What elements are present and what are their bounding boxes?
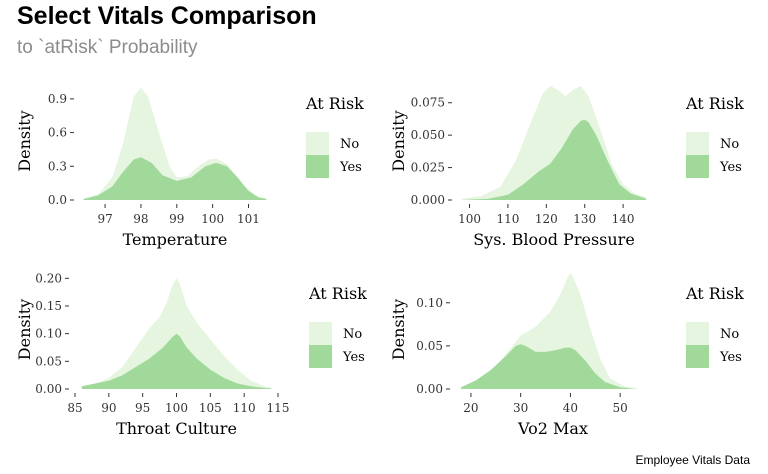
y-tick-label: 0.10 xyxy=(416,296,443,310)
x-tick-label: 40 xyxy=(563,401,578,415)
x-tick-label: 30 xyxy=(513,401,528,415)
x-tick-label: 100 xyxy=(201,212,224,226)
legend-title: At Risk xyxy=(308,284,367,303)
y-tick-label: 0.0 xyxy=(48,193,67,207)
legend-label-no: No xyxy=(720,327,739,342)
y-tick-label: 0.050 xyxy=(411,128,445,142)
legend-key-no xyxy=(686,322,709,345)
x-tick-label: 100 xyxy=(165,401,188,415)
legend-label-no: No xyxy=(720,137,739,152)
chart-subtitle: to `atRisk` Probability xyxy=(17,37,198,58)
legend-label-yes: Yes xyxy=(342,350,365,365)
y-tick-label: 0.025 xyxy=(411,161,445,175)
x-tick-label: 20 xyxy=(463,401,478,415)
x-tick-label: 98 xyxy=(133,212,148,226)
legend-key-yes xyxy=(686,345,709,368)
legend: At Risk No Yes xyxy=(685,94,744,178)
x-tick-label: 95 xyxy=(135,401,150,415)
y-tick-label: 0.075 xyxy=(411,96,445,110)
density-area-yes xyxy=(461,119,647,200)
y-axis-title: Density xyxy=(15,110,34,171)
legend-title: At Risk xyxy=(305,94,364,113)
legend-key-yes xyxy=(309,345,332,368)
legend-label-yes: Yes xyxy=(719,160,742,175)
x-tick-label: 140 xyxy=(612,212,635,226)
x-tick-label: 100 xyxy=(458,212,481,226)
y-tick-label: 0.9 xyxy=(48,92,67,106)
density-area-no xyxy=(81,278,272,389)
y-tick-label: 0.15 xyxy=(35,299,62,313)
x-tick-label: 130 xyxy=(573,212,596,226)
legend-key-no xyxy=(686,132,709,155)
density-area-yes xyxy=(81,333,272,389)
x-axis-title: Temperature xyxy=(123,230,228,249)
x-tick-label: 50 xyxy=(613,401,628,415)
y-axis-title: Density xyxy=(389,110,408,171)
x-tick-label: 110 xyxy=(496,212,519,226)
y-tick-label: 0.05 xyxy=(416,339,443,353)
y-tick-label: 0.05 xyxy=(35,354,62,368)
legend-label-yes: Yes xyxy=(719,350,742,365)
chart-panel-4: 0.00 0.05 0.10 20 30 40 50 Vo2 Max Density At Ris… xyxy=(389,272,744,438)
legend-key-no xyxy=(309,322,332,345)
x-tick-label: 115 xyxy=(267,401,290,415)
legend-key-yes xyxy=(306,155,329,178)
x-axis-title: Throat Culture xyxy=(116,419,237,438)
x-tick-label: 99 xyxy=(169,212,184,226)
legend: At Risk No Yes xyxy=(685,284,744,368)
chart-title: Select Vitals Comparison xyxy=(17,2,317,30)
y-axis-title: Density xyxy=(389,299,408,360)
y-tick-label: 0.00 xyxy=(35,382,62,396)
legend-label-no: No xyxy=(343,327,362,342)
y-axis-title: Density xyxy=(15,299,34,360)
y-tick-label: 0.6 xyxy=(48,126,67,140)
legend: At Risk No Yes xyxy=(305,94,364,178)
x-tick-label: 97 xyxy=(97,212,112,226)
legend-key-yes xyxy=(686,155,709,178)
y-tick-label: 0.000 xyxy=(411,193,445,207)
legend-key-no xyxy=(306,132,329,155)
x-tick-label: 105 xyxy=(199,401,222,415)
chart-panel-3: 0.00 0.05 0.10 0.15 0.20 85 90 95 100 105 110 115 Th… xyxy=(15,271,367,438)
x-tick-label: 85 xyxy=(67,401,82,415)
legend-label-yes: Yes xyxy=(339,160,362,175)
legend-label-no: No xyxy=(340,137,359,152)
y-tick-label: 0.3 xyxy=(48,159,67,173)
y-tick-label: 0.10 xyxy=(35,327,62,341)
chart-panel-1: 0.0 0.3 0.6 0.9 97 98 99 100 101 Temperature Densi… xyxy=(15,87,364,249)
x-axis-title: Sys. Blood Pressure xyxy=(473,230,635,249)
y-tick-label: 0.20 xyxy=(35,271,62,285)
legend-title: At Risk xyxy=(685,94,744,113)
x-axis-title: Vo2 Max xyxy=(517,419,588,438)
chart-panel-2: 0.000 0.025 0.050 0.075 100 110 120 130 140 Sys. … xyxy=(389,85,744,249)
chart-caption: Employee Vitals Data xyxy=(635,453,750,467)
y-tick-label: 0.00 xyxy=(416,382,443,396)
x-tick-label: 90 xyxy=(101,401,116,415)
x-tick-label: 120 xyxy=(535,212,558,226)
x-tick-label: 110 xyxy=(233,401,256,415)
x-tick-label: 101 xyxy=(237,212,260,226)
density-area-yes xyxy=(83,157,267,200)
density-area-yes xyxy=(461,344,641,389)
legend: At Risk No Yes xyxy=(308,284,367,368)
legend-title: At Risk xyxy=(685,284,744,303)
